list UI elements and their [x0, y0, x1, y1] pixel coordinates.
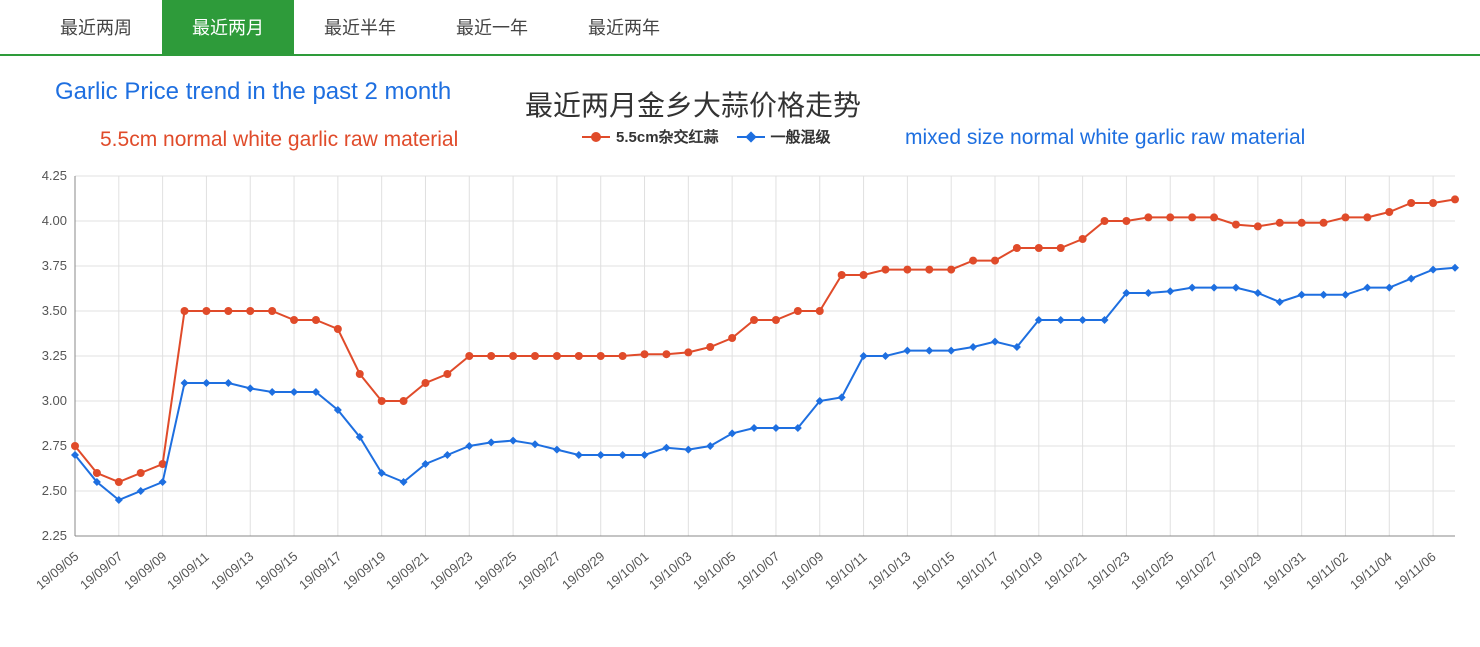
- annotation-series1-en: 5.5cm normal white garlic raw material: [100, 128, 458, 152]
- chart-header: Garlic Price trend in the past 2 month 最…: [0, 56, 1480, 126]
- y-axis-label: 3.50: [27, 303, 67, 318]
- legend-marker-red-icon: [582, 130, 610, 144]
- title-chinese: 最近两月金乡大蒜价格走势: [525, 84, 861, 124]
- tab-range-2[interactable]: 最近半年: [294, 0, 426, 54]
- tab-range-1[interactable]: 最近两月: [162, 0, 294, 54]
- y-axis-label: 2.25: [27, 528, 67, 543]
- chart-area: 2.252.502.753.003.253.503.754.004.2519/0…: [10, 166, 1470, 636]
- tab-range-4[interactable]: 最近两年: [558, 0, 690, 54]
- time-range-tabs: 最近两周最近两月最近半年最近一年最近两年: [0, 0, 1480, 56]
- y-axis-label: 2.75: [27, 438, 67, 453]
- annotation-series2-en: mixed size normal white garlic raw mater…: [905, 126, 1305, 150]
- legend-row: 5.5cm normal white garlic raw material 5…: [0, 126, 1480, 166]
- tab-range-0[interactable]: 最近两周: [30, 0, 162, 54]
- subtitle-english: Garlic Price trend in the past 2 month: [55, 78, 451, 106]
- y-axis-label: 3.00: [27, 393, 67, 408]
- y-axis-label: 4.00: [27, 213, 67, 228]
- legend-item-red[interactable]: 5.5cm杂交红蒜: [582, 126, 719, 147]
- legend-marker-blue-icon: [737, 130, 765, 144]
- legend-label-blue: 一般混级: [771, 126, 831, 147]
- tab-range-3[interactable]: 最近一年: [426, 0, 558, 54]
- legend-item-blue[interactable]: 一般混级: [737, 126, 831, 147]
- y-axis-label: 2.50: [27, 483, 67, 498]
- y-axis-label: 3.75: [27, 258, 67, 273]
- y-axis-label: 3.25: [27, 348, 67, 363]
- y-axis-label: 4.25: [27, 168, 67, 183]
- legend-label-red: 5.5cm杂交红蒜: [616, 126, 719, 147]
- legend: 5.5cm杂交红蒜 一般混级: [582, 126, 831, 147]
